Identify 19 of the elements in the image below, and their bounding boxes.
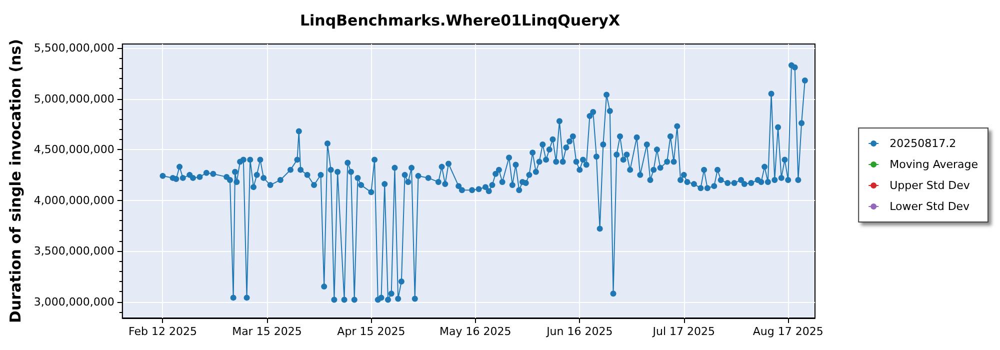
x-tick-label: Jun 16 2025 [546, 325, 613, 338]
x-tick-label: Apr 15 2025 [337, 325, 406, 338]
y-tick-label: 4,500,000,000 [34, 143, 114, 156]
y-tick-label: 4,000,000,000 [34, 194, 114, 207]
y-tick-label: 3,000,000,000 [34, 295, 114, 308]
y-tick-label: 5,000,000,000 [34, 92, 114, 106]
y-tick-label: 3,500,000,000 [34, 244, 114, 258]
legend-label: 20250817.2 [890, 137, 956, 150]
legend-label: Upper Std Dev [890, 179, 970, 192]
x-tick-label: Jul 17 2025 [652, 325, 716, 338]
chart-title: LinqBenchmarks.Where01LinqQueryX [300, 12, 620, 30]
x-tick-label: Aug 17 2025 [752, 325, 824, 338]
y-tick-label: 5,500,000,000 [34, 42, 114, 55]
legend-label: Lower Std Dev [890, 200, 970, 213]
legend-label: Moving Average [890, 158, 978, 171]
y-axis-title: Duration of single invocation (ns) [6, 39, 24, 323]
x-tick-label: Feb 12 2025 [128, 325, 197, 338]
x-tick-label: Mar 15 2025 [232, 325, 302, 338]
x-tick-label: May 16 2025 [440, 325, 512, 338]
